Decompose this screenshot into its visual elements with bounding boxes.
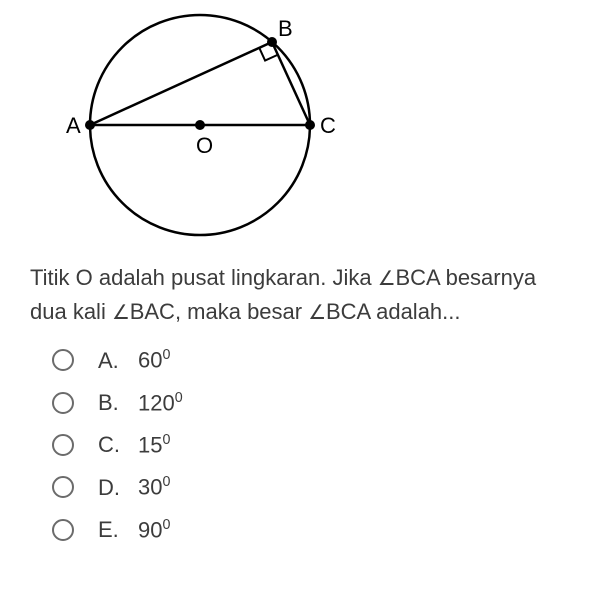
option-label: B. 1200 [98,390,183,416]
q-part4: , maka besar [175,299,308,324]
option-value: 300 [138,474,170,500]
option-d[interactable]: D. 300 [52,474,581,500]
angle-symbol: ∠ [308,302,326,324]
q-part2: besarnya [439,265,536,290]
option-e[interactable]: E. 900 [52,517,581,543]
diagram-container: A B C O [0,0,611,253]
q-part1: Titik O adalah pusat lingkaran. Jika [30,265,378,290]
option-value: 1200 [138,390,183,416]
option-b[interactable]: B. 1200 [52,390,581,416]
radio-icon [52,392,74,414]
radio-icon [52,476,74,498]
option-c[interactable]: C. 150 [52,432,581,458]
option-letter: E. [98,517,138,543]
q-part5: adalah... [370,299,461,324]
q-angle1: BCA [395,265,439,290]
radio-icon [52,434,74,456]
radio-icon [52,349,74,371]
svg-text:C: C [320,113,336,138]
option-letter: D. [98,475,138,501]
option-label: E. 900 [98,517,170,543]
angle-symbol: ∠ [378,268,396,290]
option-value: 600 [138,347,170,373]
option-letter: A. [98,348,138,374]
q-part3: dua kali [30,299,112,324]
angle-symbol: ∠ [112,302,130,324]
option-label: D. 300 [98,474,170,500]
option-value: 150 [138,432,170,458]
svg-text:O: O [196,133,213,158]
option-a[interactable]: A. 600 [52,347,581,373]
option-letter: B. [98,390,138,416]
options-list: A. 600 B. 1200 C. 150 D. 300 E. 900 [0,329,611,543]
question-text: Titik O adalah pusat lingkaran. Jika ∠BC… [0,261,611,329]
option-label: A. 600 [98,347,170,373]
option-label: C. 150 [98,432,170,458]
svg-text:A: A [66,113,81,138]
radio-icon [52,519,74,541]
option-letter: C. [98,432,138,458]
circle-diagram: A B C O [30,0,360,248]
option-value: 900 [138,517,170,543]
q-angle2: BAC [130,299,175,324]
q-angle3: BCA [326,299,370,324]
svg-text:B: B [278,16,293,41]
